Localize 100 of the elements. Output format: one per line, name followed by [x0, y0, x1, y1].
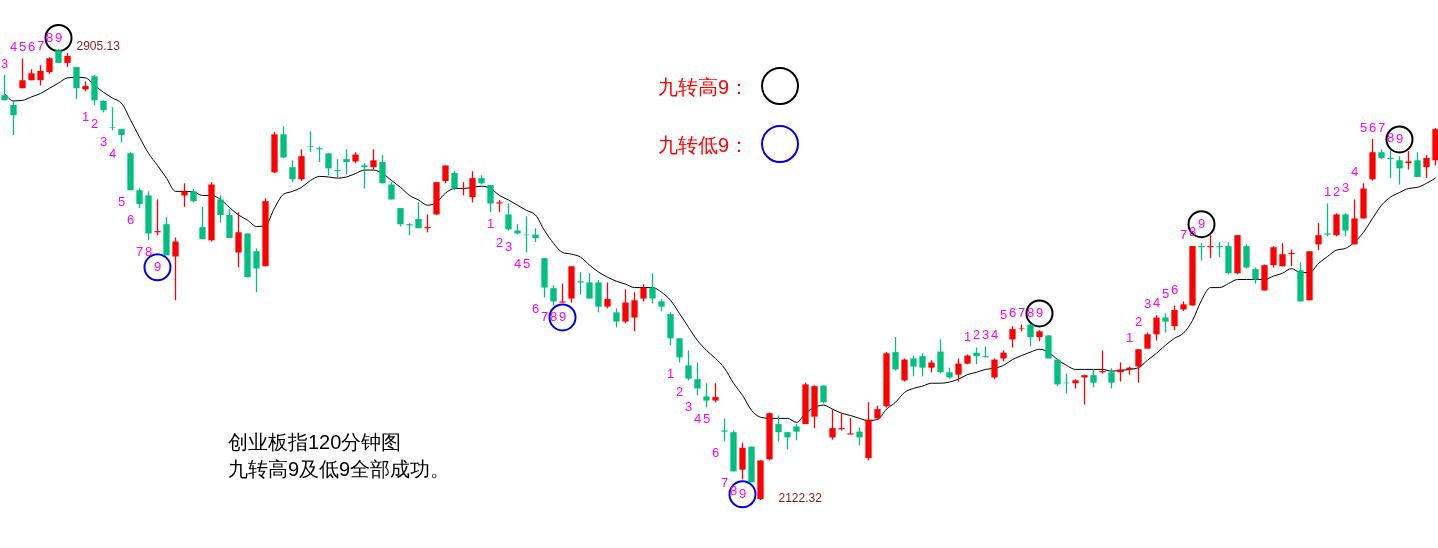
- annotation: 2122.32: [778, 491, 823, 505]
- candlestick: [676, 337, 683, 364]
- text: 3: [0, 56, 9, 71]
- candlestick: [1009, 325, 1016, 349]
- text: 2: [972, 327, 981, 343]
- text: 1: [1323, 184, 1332, 200]
- candlestick: [604, 281, 611, 309]
- text: 6: [1368, 119, 1377, 135]
- text: 7: [1179, 227, 1188, 243]
- candlestick: [37, 64, 44, 87]
- text: 8: [45, 30, 54, 45]
- text: 4: [990, 327, 999, 343]
- candlestick: [586, 272, 593, 300]
- candlestick: [1333, 212, 1340, 237]
- text: 6: [1170, 282, 1179, 298]
- candlestick: [919, 352, 926, 377]
- text: 8: [1026, 305, 1035, 321]
- candlestick: [136, 187, 143, 209]
- candlestick: [550, 284, 557, 307]
- candlestick: [1027, 323, 1034, 348]
- candlestick: [910, 354, 917, 377]
- text: 9: [54, 30, 63, 45]
- candlestick: [253, 247, 260, 293]
- text: 3: [981, 327, 990, 343]
- candlestick: [694, 361, 701, 396]
- text: 1: [81, 108, 90, 124]
- candlestick: [1423, 154, 1430, 179]
- text: 7: [36, 38, 45, 54]
- candlestick: [1, 74, 8, 101]
- text: 9: [558, 309, 567, 325]
- candlestick: [280, 125, 287, 159]
- candlestick: [1315, 222, 1322, 251]
- candlestick: [712, 382, 719, 403]
- candlestick: [415, 201, 422, 229]
- candlestick: [1396, 155, 1403, 186]
- candlestick: [1270, 245, 1277, 269]
- candlestick: [172, 236, 179, 301]
- candlestick: [703, 382, 710, 409]
- candlestick: [505, 202, 512, 232]
- text: 1: [963, 328, 972, 344]
- annotation: 九转高9：: [658, 76, 750, 98]
- candlestick: [1324, 202, 1331, 237]
- text: 6: [126, 212, 135, 228]
- candlestick: [1162, 312, 1169, 334]
- text: 7: [720, 475, 729, 491]
- text: 4: [1350, 164, 1359, 180]
- text: 4: [1152, 294, 1161, 310]
- text: 3: [504, 238, 513, 254]
- text: 8: [549, 309, 558, 325]
- candlestick: [10, 99, 17, 136]
- candlestick: [73, 66, 80, 100]
- text: 5: [18, 39, 27, 55]
- candlestick: [613, 307, 620, 328]
- candlestick: [289, 159, 296, 183]
- text: 3: [99, 134, 108, 150]
- candlestick: [721, 417, 728, 443]
- candlestick: [1135, 348, 1142, 384]
- candlestick: [235, 211, 242, 269]
- candlestick: [559, 282, 566, 304]
- candlestick: [577, 271, 584, 296]
- candlestick: [955, 357, 962, 383]
- text: 1: [666, 366, 675, 382]
- text: 1: [1125, 330, 1134, 346]
- candlestick: [181, 182, 188, 208]
- text: 3: [1341, 180, 1350, 196]
- text: 4: [9, 39, 18, 55]
- candlestick: [739, 441, 746, 481]
- candlestick: [892, 336, 899, 372]
- candlestick: [991, 357, 998, 380]
- text: 9: [1197, 216, 1206, 232]
- candlestick: [685, 349, 692, 381]
- candlestick: [1243, 243, 1250, 270]
- candlestick: [199, 206, 206, 240]
- candlestick: [1387, 149, 1394, 179]
- candlestick: [1414, 151, 1421, 178]
- text: 9: [1035, 305, 1044, 321]
- candlestick: [154, 198, 161, 236]
- candlestick: [361, 162, 368, 190]
- text: 2: [1332, 184, 1341, 200]
- candlestick: [1081, 373, 1088, 406]
- text: 4: [108, 146, 117, 162]
- candlestick: [487, 184, 494, 213]
- candlestick: [397, 207, 404, 228]
- text: 6: [531, 301, 540, 317]
- candlestick: [1171, 304, 1178, 331]
- text: 9: [1395, 131, 1404, 147]
- candlestick: [469, 170, 476, 203]
- text: 9: [738, 486, 747, 502]
- text: 8: [1386, 130, 1395, 146]
- text: 7: [135, 244, 144, 260]
- annotation: 2905.13: [76, 39, 121, 53]
- candlestick: [298, 148, 305, 182]
- candlestick: [370, 148, 377, 171]
- text: 4: [693, 411, 702, 427]
- text: 3: [684, 399, 693, 415]
- text: 8: [144, 244, 153, 260]
- annotation: 创业板指120分钟图: [228, 431, 402, 453]
- text: 7: [1377, 119, 1386, 135]
- candlestick: [343, 148, 350, 175]
- candlestick: [451, 170, 458, 191]
